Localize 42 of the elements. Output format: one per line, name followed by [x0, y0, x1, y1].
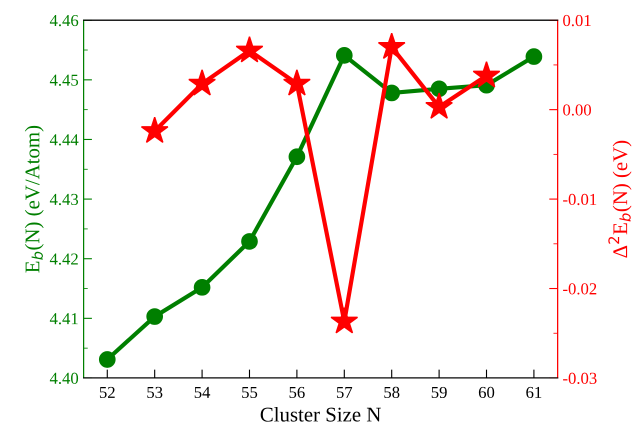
point: [241, 233, 258, 250]
point: [430, 80, 448, 98]
y2-tick-label: -0.03: [563, 372, 597, 384]
x-axis-title: Cluster Size N: [260, 406, 381, 422]
point: [383, 84, 400, 102]
y-tick-label: 4.46: [50, 14, 78, 26]
y2-tick-label: -0.01: [563, 194, 596, 206]
y-tick-label: 4.42: [50, 253, 78, 265]
point: [472, 61, 500, 88]
point: [330, 307, 358, 334]
point: [188, 69, 216, 96]
x-tick-label: 56: [290, 386, 305, 398]
point: [236, 36, 264, 63]
y2-axis-title: Δ$^{2}$E$_{b}$(N) (eV): [608, 140, 632, 258]
x-tick-label: 58: [384, 386, 400, 398]
x-tick-label: 54: [194, 386, 210, 398]
point: [98, 351, 116, 368]
y2-tick-label: 0.00: [563, 104, 592, 116]
point: [282, 69, 311, 96]
x-tick-label: 57: [336, 386, 352, 398]
point: [526, 48, 542, 65]
point: [140, 116, 169, 144]
y2-tick-label: 0.01: [563, 14, 591, 26]
y-tick-label: 4.40: [50, 372, 78, 384]
point: [146, 308, 164, 325]
y-tick-label: 4.41: [50, 313, 78, 324]
y-tick-label: 4.43: [50, 194, 78, 206]
y2-tick-label: -0.02: [563, 283, 596, 295]
x-tick-label: 53: [147, 386, 162, 398]
y-tick-label: 4.45: [50, 74, 78, 86]
x-tick-label: 52: [100, 386, 115, 398]
point: [288, 148, 306, 166]
point: [425, 92, 454, 119]
point: [336, 47, 353, 64]
point: [378, 32, 406, 59]
y-axis-title: E$_{b}$(N) (eV/Atom): [24, 126, 44, 273]
point: [194, 279, 210, 296]
x-tick-label: 59: [432, 386, 447, 398]
x-tick-label: 55: [242, 386, 258, 398]
x-tick-label: 61: [526, 386, 542, 398]
x-tick-label: 60: [478, 386, 494, 398]
y-tick-label: 4.44: [50, 134, 78, 146]
